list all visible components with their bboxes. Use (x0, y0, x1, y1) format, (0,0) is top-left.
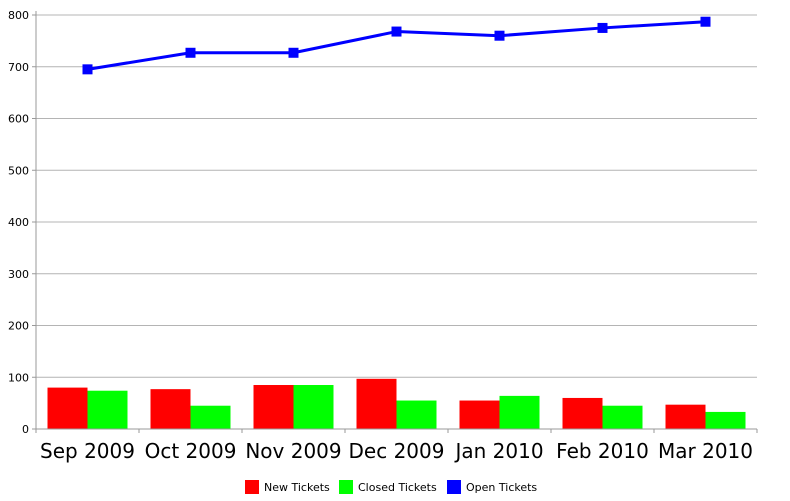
bars (47, 378, 746, 429)
x-tick-label: Jan 2010 (453, 439, 543, 463)
bar-new-tickets (459, 400, 500, 429)
legend-swatch (339, 480, 353, 494)
bar-closed-tickets (499, 395, 540, 429)
y-tick-labels: 0 100 200 300 400 500 600 700 800 (8, 9, 29, 436)
y-tick-label: 800 (8, 9, 29, 22)
point-open-tickets (597, 22, 608, 33)
bar-new-tickets (150, 389, 191, 429)
legend-label: New Tickets (264, 481, 330, 494)
legend-item-closed-tickets: Closed Tickets (339, 480, 437, 494)
x-tick-label: Dec 2009 (349, 439, 445, 463)
y-tick-label: 600 (8, 113, 29, 126)
y-tick-label: 100 (8, 371, 29, 384)
legend-item-open-tickets: Open Tickets (447, 480, 537, 494)
bar-closed-tickets (293, 385, 334, 429)
gridlines (36, 14, 757, 378)
bar-closed-tickets (190, 405, 231, 429)
axes (32, 11, 758, 433)
bar-closed-tickets (602, 405, 643, 429)
point-open-tickets (494, 30, 505, 41)
legend-swatch (245, 480, 259, 494)
x-tick-label: Nov 2009 (245, 439, 341, 463)
bar-closed-tickets (87, 390, 128, 429)
legend: New Tickets Closed Tickets Open Tickets (245, 480, 537, 494)
x-tick-label: Mar 2010 (658, 439, 753, 463)
bar-new-tickets (562, 397, 603, 429)
x-tick-labels: Sep 2009 Oct 2009 Nov 2009 Dec 2009 Jan 2010… (40, 439, 753, 463)
legend-swatch (447, 480, 461, 494)
bar-closed-tickets (705, 411, 746, 429)
y-tick-label: 300 (8, 268, 29, 281)
point-open-tickets (185, 47, 196, 58)
bar-new-tickets (665, 404, 706, 429)
legend-item-new-tickets: New Tickets (245, 480, 330, 494)
y-tick-label: 500 (8, 164, 29, 177)
y-tick-label: 700 (8, 61, 29, 74)
bar-new-tickets (253, 385, 294, 429)
point-open-tickets (700, 16, 711, 27)
y-tick-label: 400 (8, 216, 29, 229)
point-open-tickets (82, 64, 93, 75)
bar-new-tickets (47, 387, 88, 429)
x-tick-label: Feb 2010 (556, 439, 649, 463)
y-tick-label: 200 (8, 320, 29, 333)
legend-label: Open Tickets (466, 481, 537, 494)
legend-label: Closed Tickets (358, 481, 437, 494)
y-tick-label: 0 (22, 423, 29, 436)
x-tick-label: Sep 2009 (40, 439, 135, 463)
point-open-tickets (288, 47, 299, 58)
bar-closed-tickets (396, 400, 437, 429)
x-tick-label: Oct 2009 (145, 439, 237, 463)
bar-new-tickets (356, 378, 397, 429)
open-tickets-line-layer (82, 16, 711, 75)
point-open-tickets (391, 26, 402, 37)
